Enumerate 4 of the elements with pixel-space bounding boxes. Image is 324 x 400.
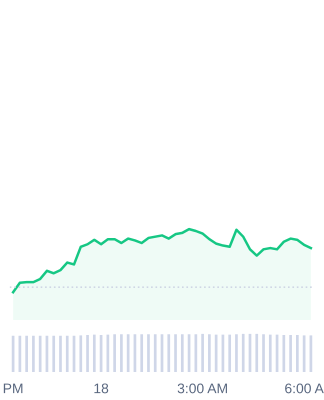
x-tick-label: PM bbox=[4, 384, 22, 394]
x-tick-label: 6:00 A bbox=[285, 383, 324, 394]
x-tick-label: 3:00 AM bbox=[178, 383, 227, 394]
x-tick-label: 18 bbox=[94, 383, 108, 394]
